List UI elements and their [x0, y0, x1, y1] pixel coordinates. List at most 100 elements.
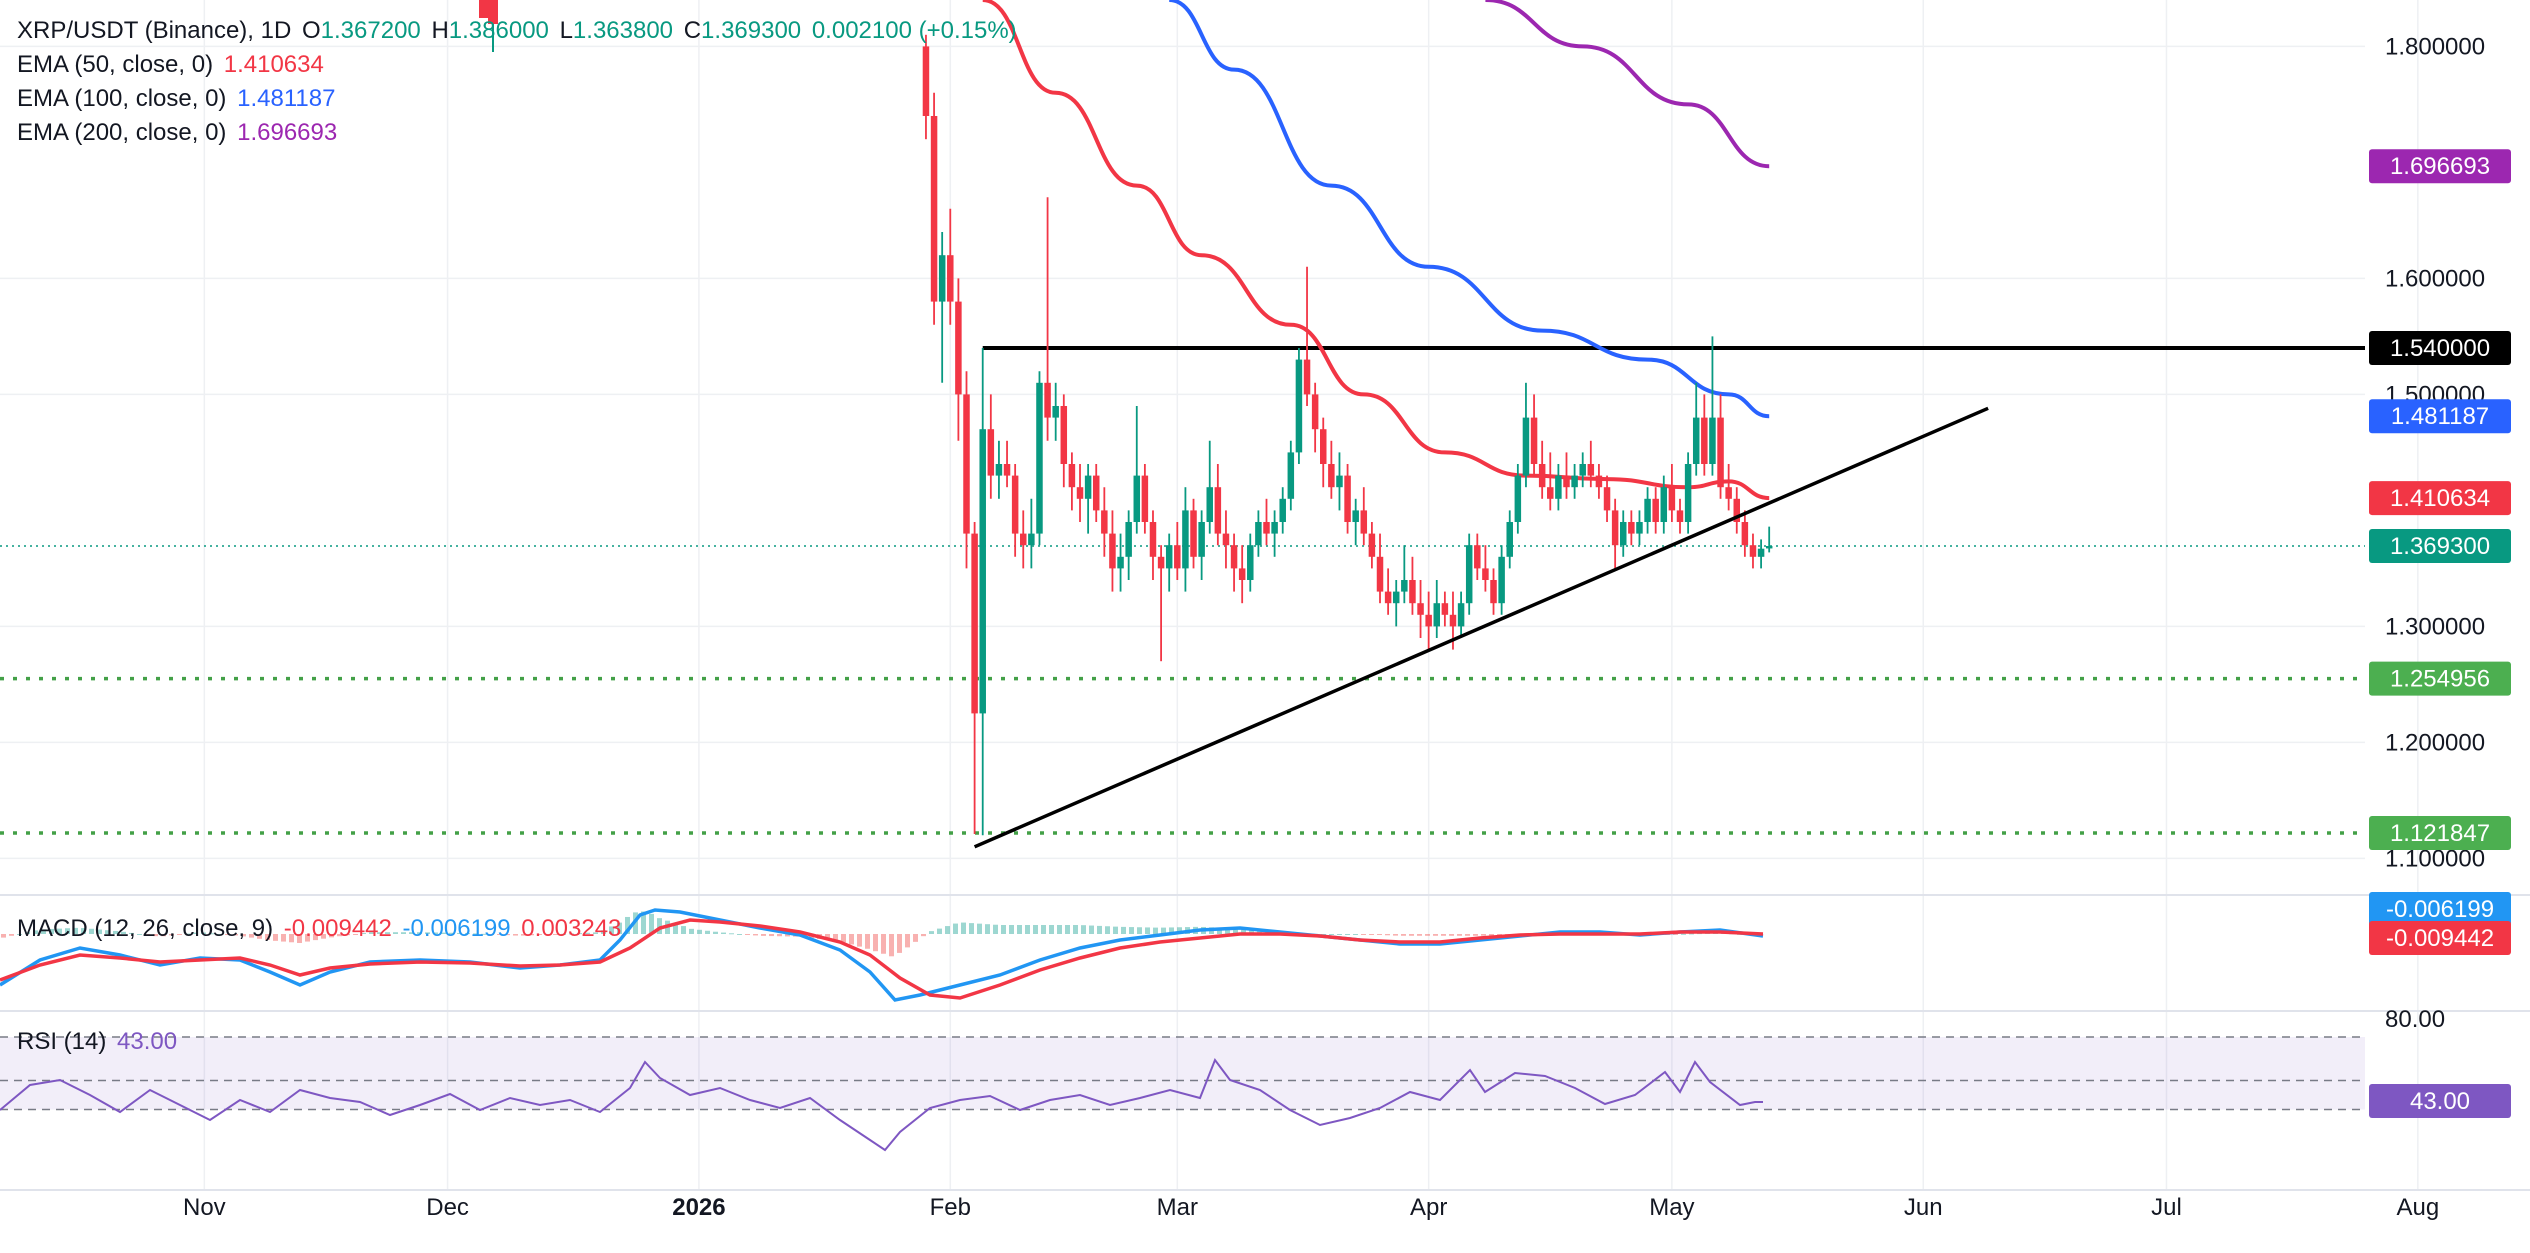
macd-histogram-bar [857, 934, 862, 947]
candle-body [1765, 546, 1773, 549]
macd-histogram-bar [1481, 934, 1486, 936]
candle-body [1644, 498, 1651, 522]
rsi-value: 43.00 [117, 1028, 178, 1055]
macd-histogram-bar [1457, 934, 1462, 936]
y-tick-label: 1.800000 [2385, 33, 2485, 60]
candle-body [1198, 522, 1205, 557]
macd-histogram-bar [33, 930, 38, 934]
candle-body [1498, 556, 1505, 604]
candle-body [1255, 522, 1262, 546]
macd-histogram-bar [1049, 925, 1054, 934]
macd-histogram-bar [57, 928, 62, 934]
candle-body [1563, 475, 1570, 488]
macd-histogram-bar [97, 929, 102, 934]
candle-body [1538, 464, 1546, 488]
macd-histogram-bar [537, 934, 542, 935]
close-value: 1.369300 [701, 17, 802, 44]
candle-body [488, 0, 498, 24]
macd-histogram-bar [681, 926, 686, 934]
macd-histogram-bar [1121, 926, 1126, 934]
macd-histogram-bar [545, 934, 550, 935]
macd-histogram-bar [1673, 934, 1678, 935]
ema-lines [982, 0, 1770, 501]
drawings [973, 406, 1989, 849]
candle-body [1028, 533, 1035, 546]
y-tick-label: 1.600000 [2385, 265, 2485, 292]
macd-histogram-bar [1081, 925, 1086, 934]
ema100-value: 1.481187 [237, 85, 336, 112]
candle-body [1352, 510, 1359, 522]
macd-histogram-bar [753, 934, 758, 936]
macd-histogram-bar [65, 928, 70, 934]
rsi-line [0, 1057, 1763, 1152]
candle-body [1084, 475, 1092, 499]
candle-body [1571, 475, 1578, 488]
macd-histogram-bar [1441, 934, 1446, 936]
open-label: O [301, 17, 321, 44]
macd-histogram-bar [1033, 925, 1038, 934]
macd-histogram-bar [393, 932, 398, 934]
ema50-label: EMA (50, close, 0) [17, 51, 214, 78]
candle-body [955, 301, 962, 395]
macd-histogram-bar [41, 929, 46, 934]
macd-histogram-bar [577, 933, 582, 935]
candle-body [1579, 464, 1586, 476]
support1-price-badge-bg [2369, 661, 2511, 696]
candle-body [1692, 417, 1700, 464]
macd-histogram-bar [769, 934, 774, 937]
candle-body [1311, 394, 1319, 430]
macd-histogram-bar [409, 932, 414, 934]
candle-body [1182, 510, 1189, 569]
candle-body [1441, 603, 1449, 615]
candle-body [1401, 580, 1408, 592]
macd-histogram-bar [25, 932, 30, 934]
macd-histogram-bar [305, 934, 310, 942]
macd-line [0, 908, 1764, 1002]
x-tick-label: 2026 [672, 1194, 725, 1221]
candle-body [1271, 522, 1278, 534]
candle-body [1052, 406, 1059, 418]
macd-histogram-bar [1137, 927, 1142, 934]
macd-histogram-bar [721, 932, 726, 934]
ema100-price-badge: 1.481187 [2391, 403, 2489, 430]
candle-body [1020, 533, 1027, 546]
macd-histogram-bar [49, 928, 54, 934]
support2-price-badge: 1.121847 [2390, 820, 2490, 847]
candle-body [995, 464, 1003, 476]
macd-histogram-bar [1041, 925, 1046, 934]
candle-body [1141, 475, 1149, 522]
candle-body [1660, 487, 1668, 522]
macd-histogram-bar [337, 934, 342, 937]
macd-histogram-bar [145, 934, 150, 936]
candle-body [1701, 417, 1708, 464]
macd-histogram-bar [281, 934, 286, 942]
candle-body [1060, 406, 1068, 464]
candle-body [1336, 475, 1343, 488]
macd-histogram-bar [185, 933, 190, 935]
macd-histogram-bar [1465, 934, 1470, 936]
candle-body [1547, 487, 1554, 499]
rsi-band [0, 1037, 2365, 1110]
macd-histogram-bar [425, 932, 430, 934]
macd-histogram-bar [129, 932, 134, 934]
resistance-price-badge-bg [2369, 331, 2511, 365]
y-tick-label: 1.300000 [2385, 613, 2485, 640]
candle-body [1749, 545, 1757, 557]
x-tick-label: Aug [2396, 1194, 2439, 1221]
candle-body [1206, 487, 1213, 522]
candle-body [987, 429, 995, 476]
macd-histogram-bar [945, 926, 950, 934]
macd-histogram-bar [273, 934, 278, 941]
macd-histogram-bar [513, 934, 518, 936]
macd-histogram-bar [705, 930, 710, 934]
macd-histogram-bar [985, 924, 990, 934]
macd-histogram-bar [745, 934, 750, 935]
macd-histogram-bar [953, 923, 958, 934]
macd-histogram-bar [1105, 926, 1110, 934]
macd-histogram-bar [1161, 927, 1166, 934]
macd-histogram-bar [465, 933, 470, 935]
macd-histogram-bar [1225, 928, 1230, 934]
macd-histogram-bar [457, 932, 462, 934]
candle-body [963, 394, 970, 534]
ema100-label: EMA (100, close, 0) [17, 85, 227, 112]
